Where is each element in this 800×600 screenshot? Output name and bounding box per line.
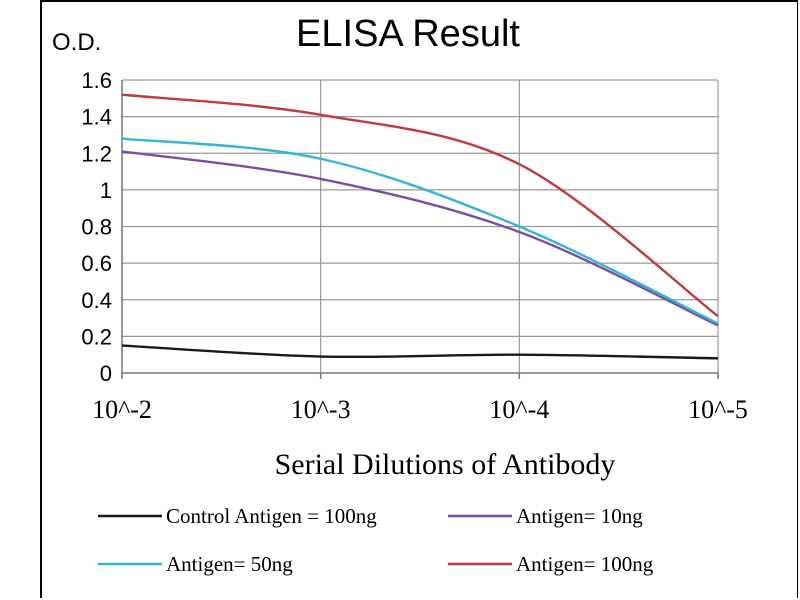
legend: Control Antigen = 100ng Antigen= 10ng Anti… xyxy=(98,504,654,576)
grid-layer xyxy=(122,79,719,373)
x-tick-label: 10^-4 xyxy=(489,395,549,424)
series-line xyxy=(121,150,719,327)
chart-title: ELISA Result xyxy=(296,13,520,55)
y-tick-label: 0.8 xyxy=(81,215,112,240)
x-tick-label: 10^-5 xyxy=(688,395,748,424)
legend-label: Control Antigen = 100ng xyxy=(166,504,377,528)
legend-label: Antigen= 10ng xyxy=(516,504,643,528)
series-layer xyxy=(121,93,719,360)
y-tick-label: 1 xyxy=(100,178,112,203)
x-axis-label: Serial Dilutions of Antibody xyxy=(275,448,616,481)
legend-label: Antigen= 100ng xyxy=(516,552,654,576)
y-axis-label: O.D. xyxy=(52,29,101,56)
legend-label: Antigen= 50ng xyxy=(166,552,293,576)
series-line xyxy=(121,93,719,318)
series-line xyxy=(121,344,719,360)
axis-layer: 0 0.2 0.4 0.6 0.8 1 1.2 1.4 1.6 10^-2 10^-3 10^-4 10… xyxy=(81,68,748,424)
series-line xyxy=(121,137,719,325)
chart-frame xyxy=(40,0,798,598)
x-tick-label: 10^-2 xyxy=(92,395,152,424)
y-tick-label: 1.4 xyxy=(81,105,112,130)
y-tick-label: 1.6 xyxy=(81,68,112,93)
y-tick-label: 0.2 xyxy=(81,324,112,349)
y-tick-label: 0 xyxy=(100,361,112,386)
y-tick-label: 0.4 xyxy=(81,288,112,313)
y-tick-label: 1.2 xyxy=(81,141,112,166)
x-tick-label: 10^-3 xyxy=(291,395,351,424)
y-tick-label: 0.6 xyxy=(81,251,112,276)
